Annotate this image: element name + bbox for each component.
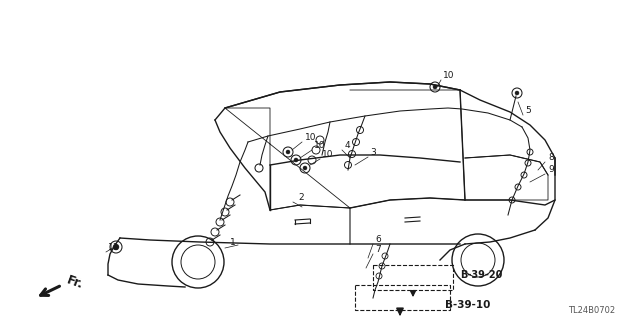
Circle shape <box>294 158 298 162</box>
Text: B-39-10: B-39-10 <box>445 300 490 310</box>
Text: 4: 4 <box>345 141 351 150</box>
Circle shape <box>113 244 119 250</box>
Circle shape <box>286 150 290 154</box>
Text: 10: 10 <box>305 133 317 142</box>
Text: 9: 9 <box>548 165 554 174</box>
Text: 3: 3 <box>370 148 376 157</box>
Text: TL24B0702: TL24B0702 <box>568 306 615 315</box>
Text: 10: 10 <box>443 71 454 80</box>
Text: 5: 5 <box>525 106 531 115</box>
Text: 8: 8 <box>548 153 554 162</box>
Text: 1: 1 <box>230 238 236 247</box>
Circle shape <box>515 91 519 95</box>
Text: 2: 2 <box>298 193 303 202</box>
Circle shape <box>303 166 307 170</box>
Text: B-39-20: B-39-20 <box>460 270 502 280</box>
Circle shape <box>433 85 437 89</box>
Text: 10: 10 <box>322 150 333 159</box>
Text: Fr.: Fr. <box>65 274 85 292</box>
Text: 10: 10 <box>314 141 326 150</box>
Text: 6: 6 <box>375 235 381 244</box>
Text: 11: 11 <box>108 243 120 252</box>
Text: 7: 7 <box>375 245 381 254</box>
